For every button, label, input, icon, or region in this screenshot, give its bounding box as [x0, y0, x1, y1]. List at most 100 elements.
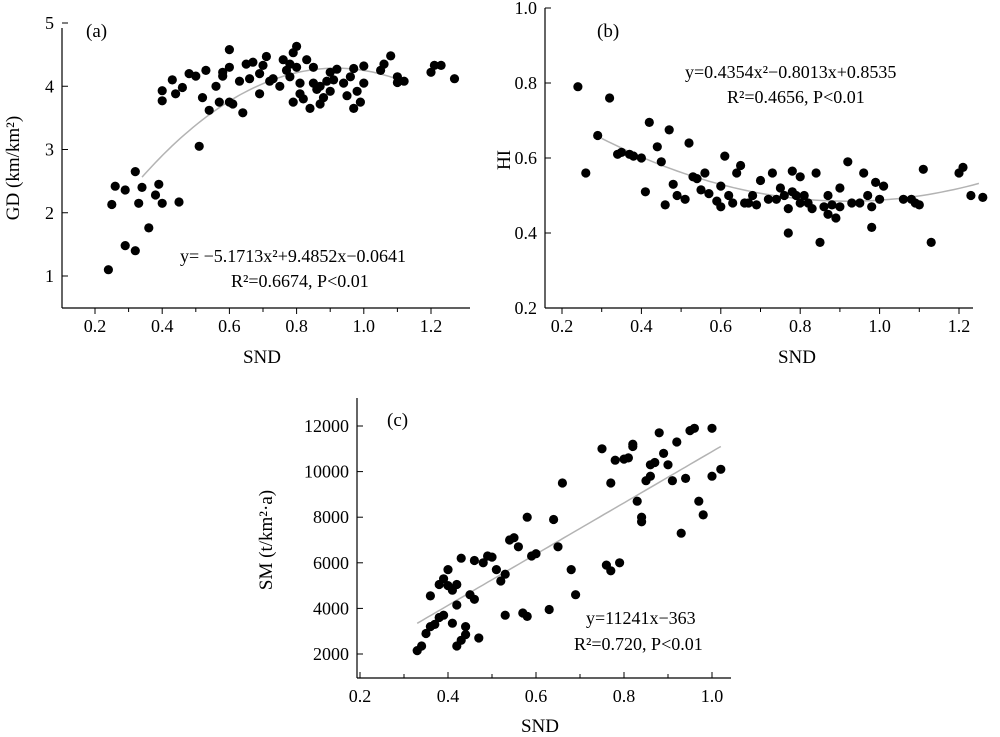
data-point	[700, 168, 710, 178]
data-point	[628, 151, 639, 161]
data-point	[707, 471, 717, 481]
x-tick-label: 0.6	[218, 316, 241, 336]
data-point	[855, 198, 865, 208]
chart-panel-c: (c) y=11241x−363 R²=0.720, P<0.01 SND SM…	[256, 398, 731, 737]
data-point	[676, 528, 686, 538]
data-point	[201, 65, 211, 75]
data-point	[672, 437, 682, 447]
data-point	[461, 630, 471, 640]
y-tick-label: 0.4	[515, 223, 538, 243]
data-point	[660, 200, 670, 210]
data-point	[736, 160, 746, 171]
data-point	[359, 78, 369, 88]
data-point	[615, 558, 625, 568]
panel-c-x-axis-label: SND	[521, 716, 559, 737]
data-point	[847, 198, 857, 208]
data-point	[827, 200, 837, 210]
data-point	[843, 157, 853, 167]
data-point	[783, 228, 793, 238]
panel-c-label: (c)	[387, 410, 408, 431]
data-point	[288, 97, 298, 107]
panel-c-equation: y=11241x−363	[586, 608, 696, 628]
data-point	[513, 542, 524, 552]
data-point	[623, 453, 634, 463]
data-point	[815, 237, 825, 247]
data-point	[748, 190, 758, 201]
y-tick-label: 0.6	[515, 148, 538, 168]
data-point	[720, 151, 730, 161]
data-point	[898, 194, 909, 204]
data-point	[637, 517, 647, 527]
data-point	[339, 78, 349, 88]
data-point	[430, 619, 440, 630]
data-point	[522, 512, 532, 522]
x-tick-label: 0.4	[630, 316, 653, 336]
data-point	[261, 51, 271, 62]
data-point	[807, 204, 817, 214]
data-point	[292, 62, 302, 72]
x-tick-label: 0.8	[789, 316, 812, 336]
panel-c-y-axis-label: SM (t/km²·a)	[256, 490, 277, 590]
data-point	[228, 99, 238, 109]
data-point	[553, 542, 563, 552]
data-point	[224, 45, 234, 55]
y-tick-label: 12000	[304, 416, 349, 436]
x-tick-label: 0.8	[613, 686, 636, 706]
data-point	[268, 74, 278, 84]
data-point	[867, 222, 877, 232]
y-tick-label: 1.0	[515, 0, 538, 18]
data-point	[716, 181, 726, 191]
x-tick-label: 0.2	[84, 316, 107, 336]
panel-a-r2: R²=0.6674, P<0.01	[231, 271, 369, 291]
data-point	[315, 81, 325, 91]
x-tick-label: 1.2	[420, 316, 443, 336]
data-point	[258, 60, 268, 70]
data-point	[120, 185, 130, 195]
data-point	[696, 185, 706, 195]
data-point	[120, 241, 130, 251]
data-point	[245, 74, 255, 84]
data-point	[157, 86, 167, 96]
data-point	[684, 138, 694, 148]
data-point	[452, 579, 462, 590]
data-point	[167, 75, 177, 85]
data-point	[871, 177, 881, 187]
data-point	[211, 81, 221, 91]
data-point	[352, 86, 362, 96]
data-point	[224, 62, 234, 72]
data-point	[610, 455, 620, 465]
data-point	[500, 610, 510, 620]
data-point	[144, 223, 154, 233]
data-point	[103, 265, 113, 275]
data-point	[452, 600, 462, 610]
data-point	[605, 93, 615, 103]
data-point	[218, 67, 228, 77]
data-point	[724, 190, 734, 201]
data-point	[650, 457, 660, 468]
regression-fit-line	[601, 137, 980, 202]
data-point	[680, 194, 690, 204]
data-point	[248, 57, 258, 67]
data-point	[399, 76, 409, 86]
data-point	[295, 78, 305, 88]
data-point	[298, 94, 308, 104]
data-point	[308, 62, 318, 72]
data-point	[771, 194, 782, 204]
data-point	[425, 591, 435, 601]
panel-b-r2: R²=0.4656, P<0.01	[727, 87, 865, 107]
x-tick-label: 0.2	[551, 316, 574, 336]
data-point	[174, 197, 184, 207]
data-point	[728, 198, 738, 208]
data-point	[469, 594, 479, 604]
data-point	[654, 428, 664, 438]
data-point	[439, 610, 449, 620]
data-point	[663, 460, 673, 470]
y-tick-label: 1	[45, 266, 54, 286]
y-tick-label: 10000	[304, 462, 349, 482]
data-point	[775, 183, 786, 193]
data-point	[692, 174, 702, 184]
data-point	[194, 141, 204, 151]
data-point	[447, 618, 457, 628]
data-point	[436, 60, 446, 70]
data-point	[255, 69, 265, 79]
